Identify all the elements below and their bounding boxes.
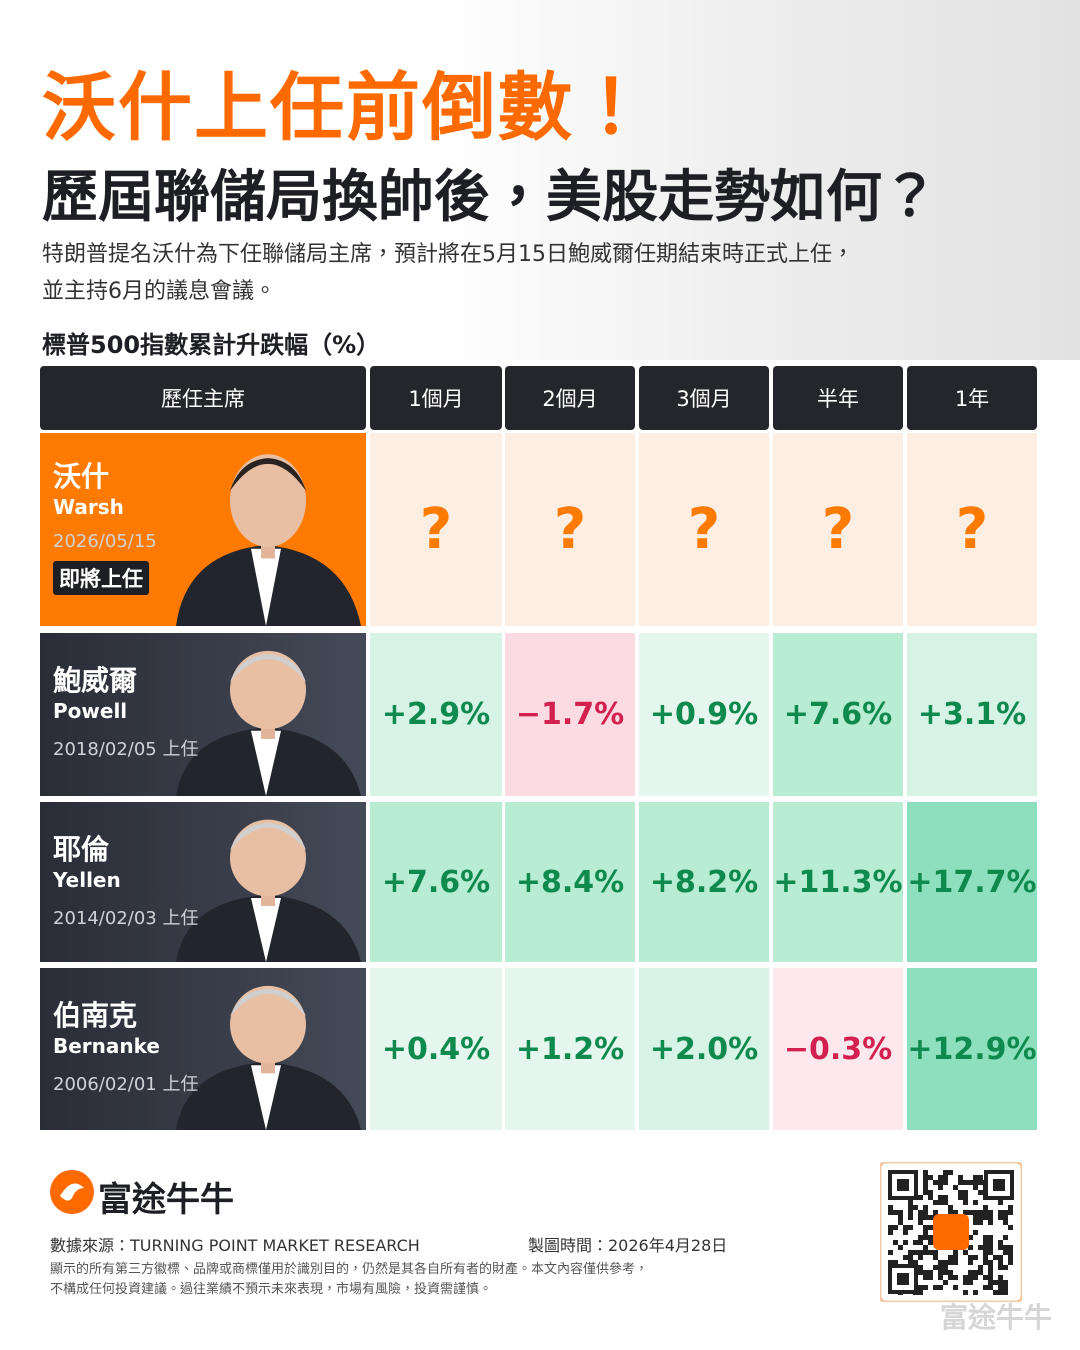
chairman-name-en: Powell [53,699,128,723]
qr-code [880,1162,1022,1302]
return-cell: +7.6% [370,802,502,962]
return-cell: +3.1% [907,633,1037,796]
chairman-cell: 鮑威爾 Powell 2018/02/05 上任 [40,633,366,796]
return-cell: +2.9% [370,633,502,796]
return-cell: +12.9% [907,968,1037,1130]
subtitle: 歷屆聯儲局換帥後，美股走勢如何？ [42,165,938,230]
brand: 富途牛牛 [98,1180,234,1220]
term-start: 2006/02/01 上任 [53,1074,199,1095]
term-start: 2014/02/03 上任 [53,908,199,929]
chairman-name-en: Bernanke [53,1034,160,1058]
source: 數據來源：TURNING POINT MARKET RESEARCH [50,1236,420,1255]
column-header: 3個月 [639,366,769,430]
return-cell: +17.7% [907,802,1037,962]
table-caption: 標普500指數累計升跌幅（%） [42,331,381,359]
return-cell: +8.4% [505,802,635,962]
column-header: 1年 [907,366,1037,430]
made-date: 製圖時間：2026年4月28日 [528,1236,728,1255]
chairman-name: 鮑威爾 [53,664,138,697]
chairman-name-en: Warsh [53,495,124,519]
watermark: 富途牛牛 [940,1301,1053,1334]
brand-logo [50,1170,94,1214]
chairman-name: 伯南克 [53,999,138,1032]
return-cell: +8.2% [639,802,769,962]
portrait [176,985,361,1130]
chairman-cell: 伯南克 Bernanke 2006/02/01 上任 [40,968,366,1130]
disclaimer: 顯示的所有第三方徽標、品牌或商標僅用於識別目的，仍然是其各自所有者的財產。本文內… [50,1262,649,1277]
portrait [176,454,361,626]
return-cell: +2.0% [639,968,769,1130]
return-cell: +0.9% [639,633,769,796]
return-cell: ? [907,433,1037,626]
column-header: 歷任主席 [40,366,366,430]
return-cell: −1.7% [505,633,635,796]
return-cell: ? [773,433,903,626]
chairman-name: 耶倫 [53,833,110,866]
return-cell: −0.3% [773,968,903,1130]
return-cell: ? [639,433,769,626]
background [0,0,1080,360]
return-cell: +7.6% [773,633,903,796]
return-cell: ? [370,433,502,626]
chairman-name-en: Yellen [53,868,121,892]
return-cell: +1.2% [505,968,635,1130]
chairman-cell: 沃什 Warsh 2026/05/15 即將上任 [40,433,366,626]
return-cell: +0.4% [370,968,502,1130]
chairman-cell: 耶倫 Yellen 2014/02/03 上任 [40,802,366,962]
description: 特朗普提名沃什為下任聯儲局主席，預計將在5月15日鮑威爾任期結束時正式上任， [42,242,854,267]
description: 並主持6月的議息會議。 [42,279,276,304]
portrait [176,819,361,962]
chairman-name: 沃什 [53,460,110,493]
term-start: 2018/02/05 上任 [53,739,199,760]
status-badge: 即將上任 [53,561,149,595]
column-header: 1個月 [370,366,502,430]
term-start: 2026/05/15 [53,531,157,552]
return-cell: ? [505,433,635,626]
disclaimer: 不構成任何投資建議。過往業績不預示未來表現，市場有風險，投資需謹慎。 [50,1282,493,1297]
column-header: 半年 [773,366,903,430]
column-header: 2個月 [505,366,635,430]
portrait [176,650,361,796]
title: 沃什上任前倒數！ [42,65,650,151]
return-cell: +11.3% [773,802,903,962]
